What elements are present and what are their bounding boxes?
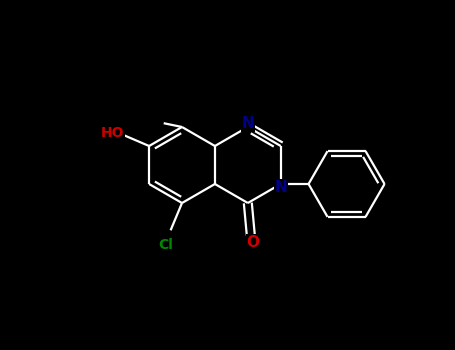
Text: HO: HO: [101, 126, 124, 140]
Text: N: N: [242, 117, 254, 132]
Text: N: N: [274, 180, 287, 195]
Text: O: O: [246, 235, 259, 250]
Text: Cl: Cl: [158, 238, 173, 252]
